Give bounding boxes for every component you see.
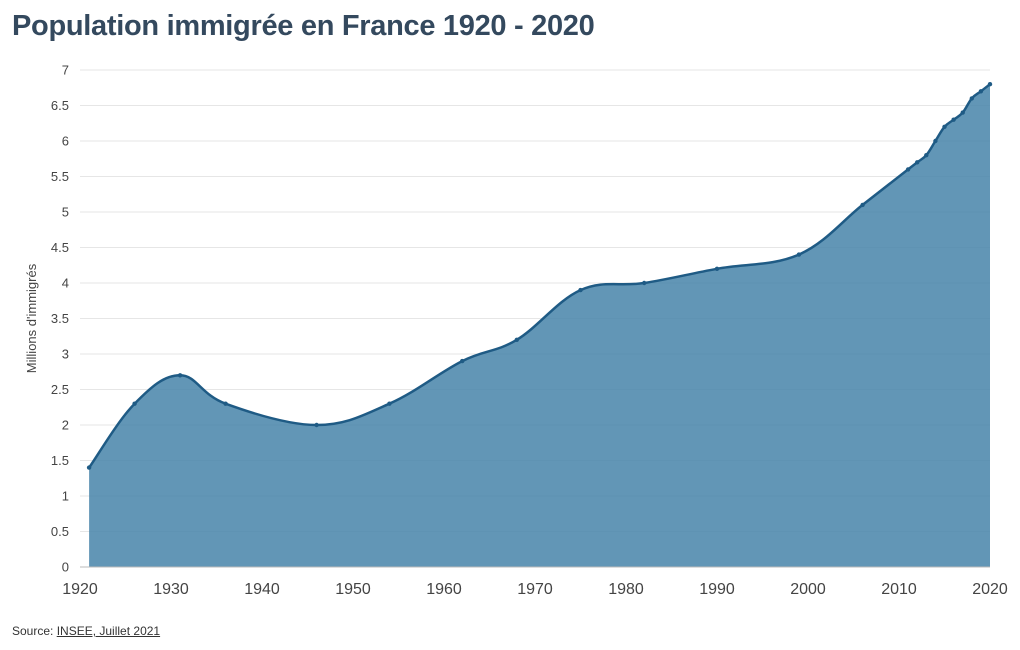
y-axis-label: Millions d'immigrés xyxy=(24,263,39,373)
source-prefix: Source: xyxy=(12,624,57,638)
data-point xyxy=(314,422,319,428)
x-tick-label: 2020 xyxy=(972,581,1008,598)
y-tick-label: 6 xyxy=(62,134,69,149)
y-tick-label: 0.5 xyxy=(51,524,69,539)
data-point xyxy=(978,89,984,94)
chart-title: Population immigrée en France 1920 - 202… xyxy=(12,10,595,42)
x-tick-label: 1930 xyxy=(153,581,189,598)
x-tick-label: 2000 xyxy=(790,581,826,598)
x-tick-label: 1960 xyxy=(426,581,462,598)
data-point xyxy=(960,110,965,115)
data-point xyxy=(969,96,974,101)
data-point xyxy=(387,401,392,406)
data-point xyxy=(460,358,465,364)
data-point xyxy=(714,266,720,271)
data-point xyxy=(578,287,583,293)
data-point xyxy=(642,280,647,286)
data-point xyxy=(915,160,920,165)
x-axis-ticks: 1920 1930 1940 1950 1960 1970 1980 1990 2000 2010… xyxy=(62,581,1008,598)
y-tick-label: 3.5 xyxy=(51,311,69,326)
data-point xyxy=(942,124,947,129)
data-point xyxy=(223,401,228,406)
x-tick-label: 1920 xyxy=(62,581,98,598)
x-tick-label: 1970 xyxy=(517,581,553,598)
x-tick-label: 1950 xyxy=(335,581,371,598)
data-point xyxy=(796,252,802,257)
y-axis-ticks: 0 0.5 1 1.5 2 2.5 3 3.5 4 4.5 5 5.5 6 6.5 7 xyxy=(51,63,69,575)
y-tick-label: 5.5 xyxy=(51,169,69,184)
x-tick-label: 1990 xyxy=(699,581,735,598)
y-tick-label: 7 xyxy=(62,63,69,78)
y-tick-label: 4 xyxy=(62,276,69,291)
data-point xyxy=(905,167,911,172)
data-points xyxy=(86,82,993,470)
y-tick-label: 5 xyxy=(62,205,69,220)
x-tick-label: 1980 xyxy=(608,581,644,598)
data-point xyxy=(933,138,938,144)
y-tick-label: 1 xyxy=(62,489,69,504)
data-point xyxy=(860,202,865,208)
y-tick-label: 2 xyxy=(62,418,69,433)
source-note: Source: INSEE, Juillet 2021 xyxy=(12,624,160,638)
data-point xyxy=(514,337,519,342)
data-point xyxy=(924,153,929,158)
y-tick-label: 6.5 xyxy=(51,98,69,113)
y-tick-label: 1.5 xyxy=(51,453,69,468)
data-point xyxy=(177,373,183,378)
data-point xyxy=(86,465,92,470)
y-tick-label: 2.5 xyxy=(51,382,69,397)
area-fill xyxy=(89,84,991,567)
data-point xyxy=(987,82,993,87)
x-tick-label: 2010 xyxy=(881,581,917,598)
source-link[interactable]: INSEE, Juillet 2021 xyxy=(56,624,161,638)
data-point xyxy=(951,117,956,122)
y-tick-label: 4.5 xyxy=(51,240,69,255)
y-tick-label: 0 xyxy=(62,560,69,575)
data-point xyxy=(132,401,137,406)
y-tick-label: 3 xyxy=(62,347,69,362)
x-tick-label: 1940 xyxy=(244,581,280,598)
